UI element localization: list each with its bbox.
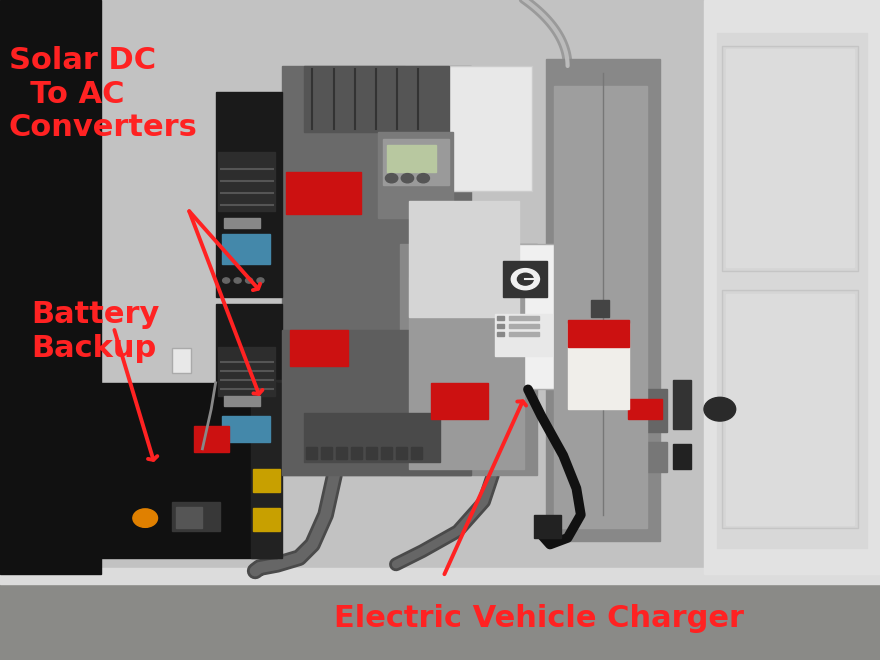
Bar [554, 86, 647, 528]
Bar [628, 399, 662, 419]
Bar [304, 66, 449, 132]
Bar [351, 447, 362, 459]
Bar [722, 46, 858, 271]
Text: Solar DC
  To AC
Converters: Solar DC To AC Converters [9, 46, 198, 143]
Bar [503, 261, 547, 297]
Bar [218, 346, 275, 396]
Bar [224, 218, 260, 228]
Bar [625, 442, 667, 472]
Bar [0, 568, 880, 584]
Bar [218, 152, 275, 211]
Circle shape [417, 174, 429, 183]
Bar [381, 447, 392, 459]
Bar [222, 416, 270, 442]
Bar [378, 132, 453, 218]
Bar [306, 447, 317, 459]
Bar [222, 234, 270, 264]
Bar [568, 323, 629, 409]
Bar [509, 332, 539, 336]
Bar [568, 320, 629, 346]
Bar [366, 447, 377, 459]
Bar [704, 0, 880, 574]
Bar [290, 330, 348, 366]
Bar [493, 244, 559, 389]
Bar [400, 244, 537, 475]
Bar [411, 447, 422, 459]
Bar [101, 383, 277, 558]
Bar [431, 383, 488, 419]
Text: Battery
Backup: Battery Backup [31, 300, 159, 363]
Bar [673, 444, 691, 469]
Bar [286, 172, 361, 214]
Bar [546, 59, 660, 541]
Circle shape [385, 174, 398, 183]
Circle shape [517, 273, 533, 285]
Bar [509, 316, 539, 320]
Bar [625, 389, 667, 432]
Bar [282, 330, 471, 475]
Bar [172, 348, 191, 373]
Bar [405, 66, 532, 191]
Bar [271, 379, 299, 472]
Bar [387, 145, 436, 172]
Bar [194, 426, 229, 452]
Bar [224, 396, 260, 406]
Circle shape [257, 278, 264, 283]
Circle shape [223, 278, 230, 283]
Bar [409, 201, 519, 317]
Bar [495, 314, 552, 356]
Circle shape [234, 278, 241, 283]
Circle shape [704, 397, 736, 421]
Bar [282, 66, 471, 475]
Bar [216, 304, 282, 475]
Bar [673, 379, 691, 429]
Bar [409, 277, 524, 469]
Bar [497, 316, 504, 320]
Bar [591, 300, 609, 317]
Bar [509, 324, 539, 328]
Bar [304, 412, 440, 462]
Bar [336, 447, 347, 459]
Bar [172, 502, 220, 531]
Bar [726, 294, 854, 525]
Bar [321, 447, 332, 459]
Circle shape [133, 509, 158, 527]
Circle shape [246, 278, 253, 283]
Bar [497, 332, 504, 336]
Bar [726, 50, 854, 267]
Bar [722, 290, 858, 528]
Bar [216, 92, 282, 297]
Bar [497, 324, 504, 328]
Bar [0, 0, 880, 574]
Bar [717, 33, 867, 548]
Bar [0, 0, 101, 574]
Bar [176, 507, 202, 528]
Bar [253, 508, 280, 531]
Bar [0, 574, 880, 660]
Circle shape [401, 174, 414, 183]
Circle shape [511, 269, 539, 290]
Bar [383, 139, 449, 185]
Text: Electric Vehicle Charger: Electric Vehicle Charger [334, 604, 744, 633]
Bar [251, 383, 282, 558]
Bar [534, 515, 561, 538]
Bar [396, 447, 407, 459]
Bar [253, 469, 280, 492]
